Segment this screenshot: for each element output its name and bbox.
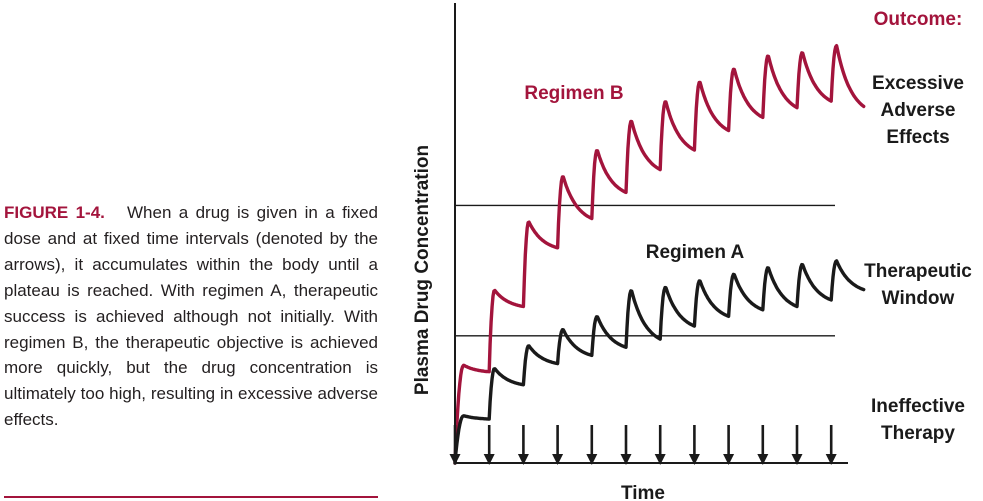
dose-arrow-head-6 bbox=[620, 454, 632, 465]
dose-arrow-head-8 bbox=[688, 454, 700, 465]
zone-excessive-line-2: Adverse bbox=[881, 100, 956, 121]
zone-therapeutic-line-1: Therapeutic bbox=[864, 261, 972, 282]
zone-ineffective-line-2: Therapy bbox=[881, 423, 955, 444]
outcome-heading: Outcome: bbox=[874, 9, 963, 30]
regimen-b-line bbox=[453, 44, 866, 465]
zone-excessive-line-1: Excessive bbox=[872, 73, 964, 94]
caption-text: When a drug is given in a fixed dose and… bbox=[4, 203, 378, 430]
zone-excessive-line-3: Effects bbox=[886, 127, 949, 148]
caption-divider bbox=[4, 496, 378, 498]
dose-arrow-head-3 bbox=[517, 454, 529, 465]
dose-arrow-head-9 bbox=[723, 454, 735, 465]
y-axis-label: Plasma Drug Concentration bbox=[412, 145, 433, 395]
zone-ineffective-line-1: Ineffective bbox=[871, 396, 965, 417]
x-axis-label: Time bbox=[621, 483, 665, 501]
regimen-a-line bbox=[453, 259, 866, 465]
dose-arrow-head-10 bbox=[757, 454, 769, 465]
dose-arrow-head-12 bbox=[825, 454, 837, 465]
figure-label: FIGURE 1-4. bbox=[4, 203, 105, 222]
figure-caption: FIGURE 1-4. When a drug is given in a fi… bbox=[4, 200, 378, 433]
dose-arrow-head-2 bbox=[483, 454, 495, 465]
zone-therapeutic-line-2: Window bbox=[882, 288, 955, 309]
regimen-b-label: Regimen B bbox=[524, 83, 623, 104]
regimen-a-label: Regimen A bbox=[646, 242, 745, 263]
plot-area bbox=[449, 3, 866, 465]
dose-arrow-head-11 bbox=[791, 454, 803, 465]
dose-arrow-head-4 bbox=[552, 454, 564, 465]
dose-arrow-head-7 bbox=[654, 454, 666, 465]
dose-arrow-head-5 bbox=[586, 454, 598, 465]
